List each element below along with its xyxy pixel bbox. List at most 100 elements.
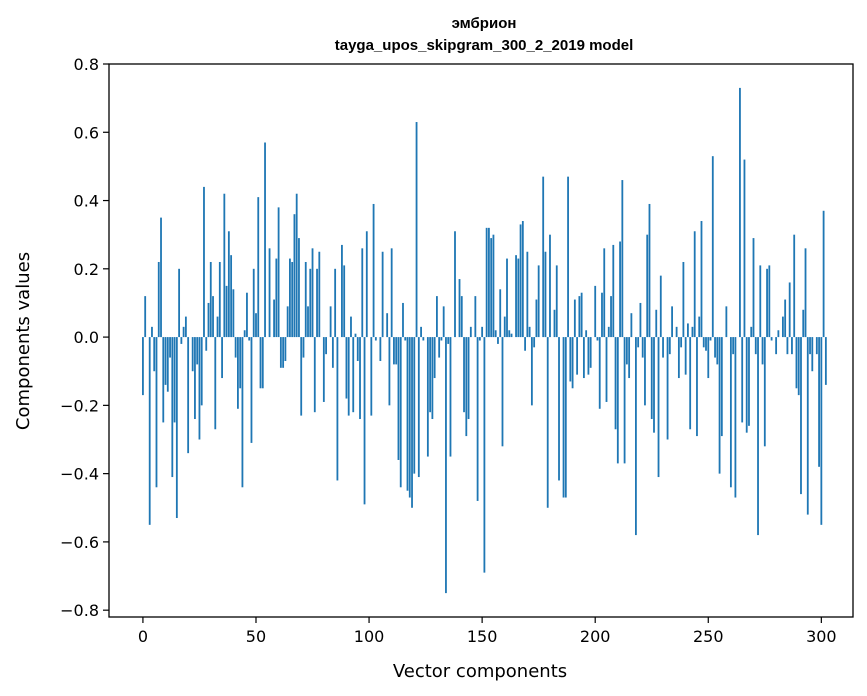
bar [786, 337, 789, 355]
bar [207, 302, 210, 338]
bar [182, 326, 185, 338]
bar [657, 337, 660, 478]
bar [741, 337, 744, 423]
bar [716, 337, 719, 365]
bar [313, 337, 316, 413]
y-tick-label: 0.4 [74, 192, 99, 211]
bar [316, 268, 318, 338]
bar [573, 299, 576, 338]
bar [822, 210, 825, 338]
bar [237, 337, 239, 409]
bar [334, 268, 337, 338]
bar [791, 337, 793, 355]
bar [528, 326, 531, 338]
bar [546, 337, 549, 508]
y-tick-label: 0.6 [74, 123, 99, 142]
bar [417, 337, 420, 478]
bar [184, 316, 187, 338]
bar [610, 296, 612, 338]
bar [623, 337, 626, 464]
x-axis-label: Vector components [393, 661, 567, 682]
bar [675, 326, 678, 338]
bar [650, 337, 653, 420]
bar [331, 337, 334, 368]
bar [166, 337, 169, 392]
bar [420, 326, 422, 338]
bar [248, 337, 251, 341]
y-tick-label: −0.2 [60, 396, 99, 415]
bar [553, 309, 556, 338]
bar [212, 296, 214, 338]
bar [718, 337, 721, 474]
bar [820, 337, 823, 525]
bar [757, 337, 759, 536]
bar [567, 176, 569, 338]
bar [381, 251, 384, 338]
bar [347, 337, 350, 416]
chart-subtitle: tayga_upos_skipgram_300_2_2019 model [335, 37, 634, 54]
bar [259, 337, 262, 389]
bar [788, 282, 791, 338]
x-tick-label: 300 [806, 627, 837, 646]
bar [307, 306, 309, 338]
bar [639, 302, 642, 338]
y-tick-label: −0.6 [60, 533, 99, 552]
bar [284, 337, 287, 361]
bar [261, 337, 264, 389]
bar [460, 296, 463, 338]
bar [243, 330, 246, 338]
bar [544, 251, 547, 338]
bar [607, 326, 610, 338]
x-tick-label: 250 [693, 627, 724, 646]
bar-series [142, 87, 827, 594]
bar [223, 193, 226, 338]
bar [499, 289, 502, 338]
bar [151, 326, 153, 338]
bar [171, 337, 174, 478]
bar [646, 234, 649, 338]
bar [711, 156, 714, 338]
bar [329, 306, 332, 338]
bar [802, 309, 805, 338]
bar [221, 337, 223, 379]
bar [515, 255, 517, 338]
bar [641, 337, 644, 358]
y-axis: −0.8 −0.6 −0.4 −0.2 0.0 0.2 0.4 0.6 0.8 [60, 55, 109, 620]
bar [598, 337, 601, 409]
bar [402, 302, 404, 338]
bar [194, 337, 196, 420]
bar [768, 265, 771, 338]
bar [569, 337, 572, 382]
bar [209, 261, 212, 338]
bar [815, 337, 818, 355]
bar [454, 231, 456, 338]
bar [426, 337, 429, 457]
bar [252, 268, 255, 338]
bar [666, 337, 669, 440]
bar [449, 337, 452, 457]
bar [562, 337, 565, 498]
bar [390, 248, 393, 338]
bar [628, 337, 631, 379]
bar [809, 337, 811, 355]
bar [535, 299, 538, 338]
bar [463, 337, 465, 413]
bar [227, 231, 230, 338]
bar [725, 306, 728, 338]
bar [415, 122, 418, 338]
bar [714, 337, 716, 358]
bar [564, 337, 567, 498]
bar [743, 159, 746, 338]
bar [537, 265, 540, 338]
bar [571, 337, 574, 389]
bar [824, 337, 827, 385]
bar [793, 234, 796, 338]
bar [659, 275, 662, 338]
bar [503, 316, 506, 338]
bar [761, 337, 764, 365]
bar [655, 309, 658, 338]
bar [429, 337, 432, 413]
bar [356, 337, 359, 361]
bar [325, 337, 327, 355]
